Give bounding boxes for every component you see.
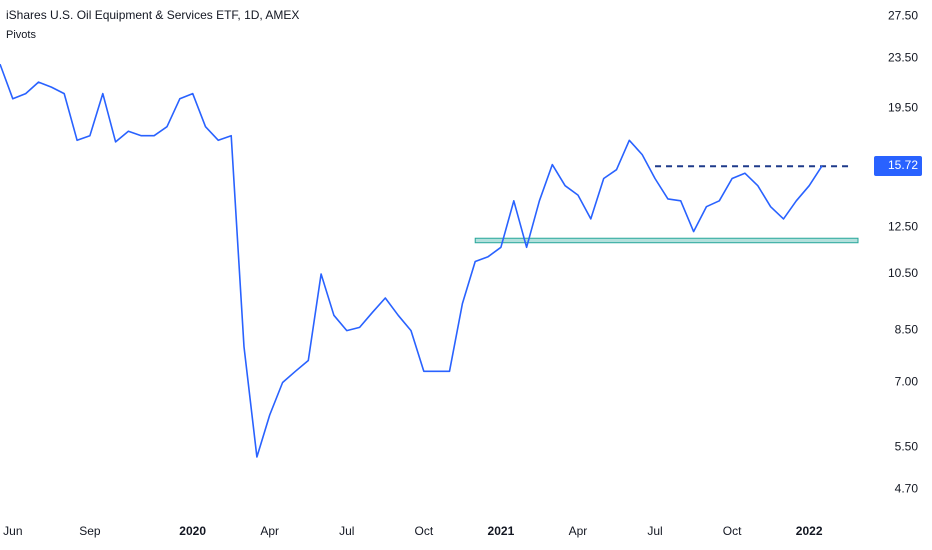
x-tick-label: Apr [569, 524, 588, 538]
x-tick-label: 2020 [179, 524, 206, 538]
price-line [0, 63, 823, 458]
last-price-label: 15.72 [888, 158, 918, 172]
x-tick-label: Jun [3, 524, 22, 538]
x-tick-label: Apr [260, 524, 279, 538]
x-tick-label: Sep [79, 524, 101, 538]
y-tick-label: 19.50 [888, 100, 918, 114]
support-zone [474, 237, 859, 244]
last-price-box [874, 155, 922, 176]
y-tick-label: 10.50 [888, 266, 918, 280]
y-tick-label: 27.50 [888, 8, 918, 22]
chart-subtitle: Pivots [6, 29, 36, 41]
x-tick-label: Oct [415, 524, 434, 538]
x-tick-label: Jul [647, 524, 662, 538]
y-tick-label: 23.50 [888, 50, 918, 64]
y-tick-label: 4.70 [895, 481, 919, 495]
y-tick-label: 5.50 [895, 439, 919, 453]
x-tick-label: Oct [723, 524, 742, 538]
chart-title: iShares U.S. Oil Equipment & Services ET… [6, 8, 299, 22]
x-tick-label: 2022 [796, 524, 823, 538]
y-tick-label: 12.50 [888, 219, 918, 233]
x-tick-label: 2021 [488, 524, 515, 538]
x-tick-label: Jul [339, 524, 354, 538]
y-tick-label: 8.50 [895, 323, 919, 337]
y-tick-label: 7.00 [895, 375, 919, 389]
